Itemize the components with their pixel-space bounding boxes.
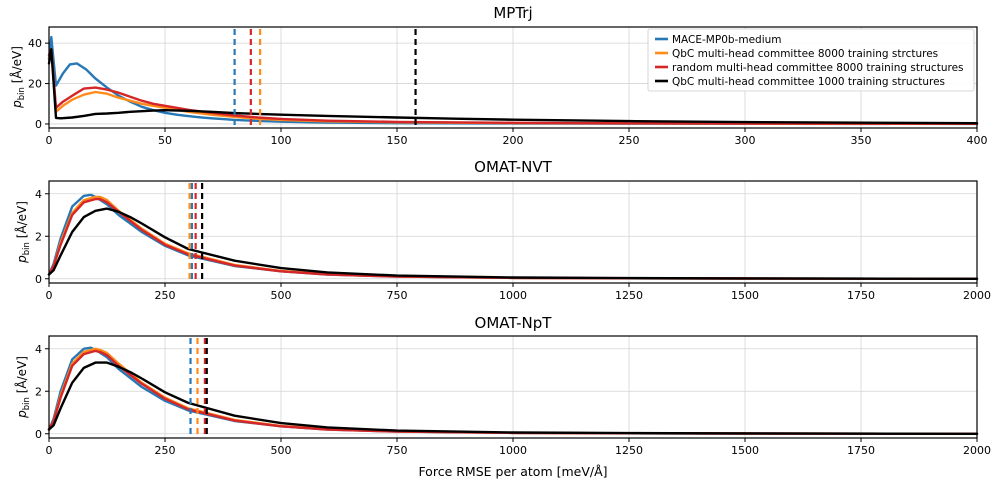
x-tick-label-1750: 1750 bbox=[847, 444, 875, 457]
x-ticks-omat-npt: 0 250 500 750 1000 1250 1500 1750 2000 bbox=[46, 438, 991, 457]
x-tick-label-250: 250 bbox=[155, 444, 176, 457]
legend-label-qbc8000: QbC multi-head committee 8000 training s… bbox=[672, 48, 938, 60]
x-tick-label-1750: 1750 bbox=[847, 289, 875, 302]
x-ticks-mptrj: 0 50 100 150 200 250 300 350 400 bbox=[46, 128, 988, 147]
x-ticks-omat-nvt: 0 250 500 750 1000 1250 1500 1750 2000 bbox=[46, 283, 991, 302]
series-line-mptrj-qbc-multi-head-committee-1000-training-structures bbox=[47, 48, 979, 125]
y-tick-label-2: 2 bbox=[35, 230, 42, 243]
y-tick-label-4: 4 bbox=[35, 343, 42, 356]
series-line-omat-npt-qbc-multi-head-committee-1000-training-structures bbox=[47, 361, 979, 435]
x-tick-label-0: 0 bbox=[46, 444, 53, 457]
y-tick-label-2: 2 bbox=[35, 385, 42, 398]
y-tick-label-20: 20 bbox=[28, 78, 42, 91]
x-tick-label-2000: 2000 bbox=[963, 444, 991, 457]
y-tick-label-4: 4 bbox=[35, 188, 42, 201]
y-ticks-mptrj: 0 20 40 bbox=[28, 37, 49, 131]
legend: MACE-MP0b-medium QbC multi-head committe… bbox=[647, 28, 975, 92]
y-axis-label-mptrj: pbin [Å/eV] bbox=[9, 46, 27, 109]
legend-label-qbc1000: QbC multi-head committee 1000 training s… bbox=[672, 76, 945, 88]
x-axis-label: Force RMSE per atom [meV/Å] bbox=[418, 464, 607, 479]
x-tick-label-250: 250 bbox=[619, 134, 640, 147]
x-tick-label-100: 100 bbox=[271, 134, 292, 147]
vlines-group-omat-npt bbox=[189, 338, 208, 438]
grid-omat-nvt bbox=[48, 181, 978, 283]
series-group-omat-nvt bbox=[47, 193, 979, 280]
y-ticks-omat-npt: 0 2 4 bbox=[35, 343, 49, 441]
x-tick-label-1000: 1000 bbox=[499, 289, 527, 302]
x-tick-label-250: 250 bbox=[155, 289, 176, 302]
x-tick-label-50: 50 bbox=[158, 134, 172, 147]
x-tick-label-1250: 1250 bbox=[615, 444, 643, 457]
legend-label-random8000: random multi-head committee 8000 trainin… bbox=[672, 62, 964, 74]
y-axis-label-omat-npt: pbin [Å/eV] bbox=[14, 356, 32, 419]
x-tick-label-300: 300 bbox=[735, 134, 756, 147]
y-tick-label-0: 0 bbox=[35, 273, 42, 286]
x-tick-label-500: 500 bbox=[271, 289, 292, 302]
x-tick-label-750: 750 bbox=[387, 444, 408, 457]
x-tick-label-1250: 1250 bbox=[615, 289, 643, 302]
panel-omat-nvt: OMAT-NVT 0 250 500 750 1000 1250 1500 1750 2000 … bbox=[14, 158, 991, 302]
vlines-group-mptrj bbox=[233, 29, 417, 128]
x-tick-label-150: 150 bbox=[387, 134, 408, 147]
x-tick-label-750: 750 bbox=[387, 289, 408, 302]
grid-omat-npt bbox=[48, 336, 978, 438]
y-axis-label-omat-nvt: pbin [Å/eV] bbox=[14, 201, 32, 264]
x-tick-label-0: 0 bbox=[46, 134, 53, 147]
x-tick-label-1500: 1500 bbox=[731, 289, 759, 302]
y-tick-label-0: 0 bbox=[35, 428, 42, 441]
legend-label-mace: MACE-MP0b-medium bbox=[672, 34, 782, 46]
panel-title-omat-npt: OMAT-NpT bbox=[475, 314, 553, 332]
y-ticks-omat-nvt: 0 2 4 bbox=[35, 188, 49, 286]
x-tick-label-0: 0 bbox=[46, 289, 53, 302]
panel-omat-npt: OMAT-NpT 0 250 500 750 1000 1250 1500 1750 2000 … bbox=[14, 314, 991, 457]
series-line-mptrj-random-multi-head-committee-8000-training-structures bbox=[47, 48, 979, 125]
vlines-group-omat-nvt bbox=[188, 183, 204, 283]
x-tick-label-400: 400 bbox=[967, 134, 988, 147]
series-group-mptrj bbox=[47, 35, 979, 126]
panel-title-mptrj: MPTrj bbox=[493, 4, 532, 22]
x-tick-label-2000: 2000 bbox=[963, 289, 991, 302]
y-tick-label-40: 40 bbox=[28, 37, 42, 50]
x-tick-label-500: 500 bbox=[271, 444, 292, 457]
x-tick-label-200: 200 bbox=[503, 134, 524, 147]
series-line-omat-nvt-qbc-multi-head-committee-1000-training-structures bbox=[47, 207, 979, 280]
panel-mptrj: MPTrj 0 50 100 150 200 250 300 350 400 0 20 40 pbi… bbox=[9, 4, 988, 147]
x-tick-label-1000: 1000 bbox=[499, 444, 527, 457]
x-tick-label-350: 350 bbox=[851, 134, 872, 147]
y-tick-label-0: 0 bbox=[35, 118, 42, 131]
x-tick-label-1500: 1500 bbox=[731, 444, 759, 457]
legend-box bbox=[647, 28, 975, 92]
series-group-omat-npt bbox=[47, 346, 979, 435]
panel-title-omat-nvt: OMAT-NVT bbox=[474, 158, 553, 176]
